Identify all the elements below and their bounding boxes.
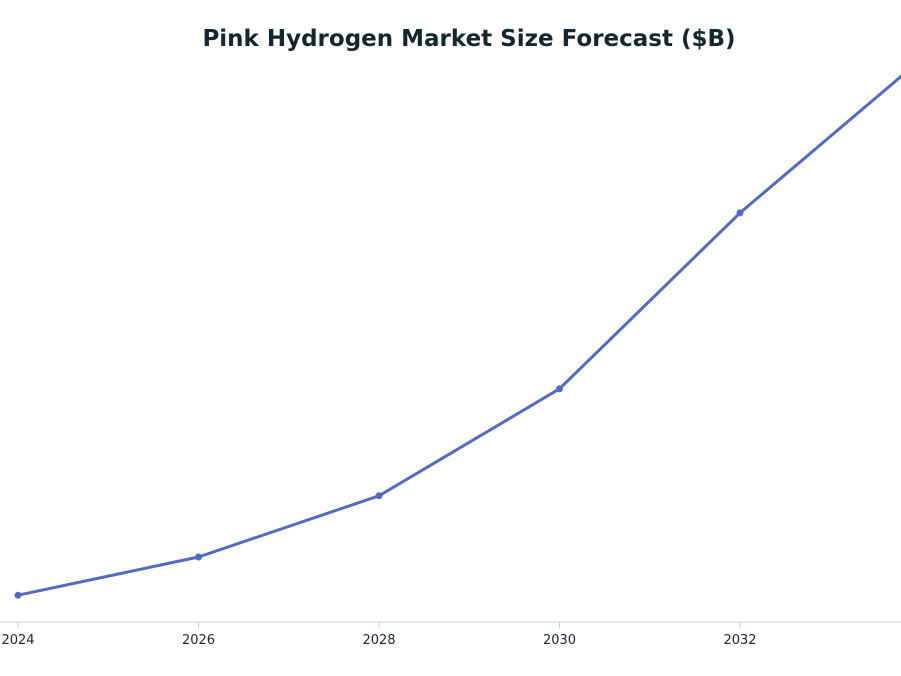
x-tick-label: 2032 (723, 633, 756, 648)
x-tick-label: 2024 (1, 633, 34, 648)
data-point[interactable] (195, 553, 202, 561)
data-point[interactable] (736, 209, 744, 217)
series-layer (14, 74, 901, 599)
x-axis-ticks: 2024 2026 2028 2030 2032 (1, 622, 757, 648)
data-point[interactable] (375, 492, 383, 500)
x-tick-label: 2028 (362, 633, 395, 648)
x-tick-label: 2030 (543, 633, 576, 648)
data-point[interactable] (556, 385, 563, 393)
x-tick-label: 2026 (182, 633, 215, 648)
series-line (17, 74, 901, 597)
chart-title: Pink Hydrogen Market Size Forecast ($B) (202, 26, 736, 52)
data-point[interactable] (14, 591, 22, 599)
